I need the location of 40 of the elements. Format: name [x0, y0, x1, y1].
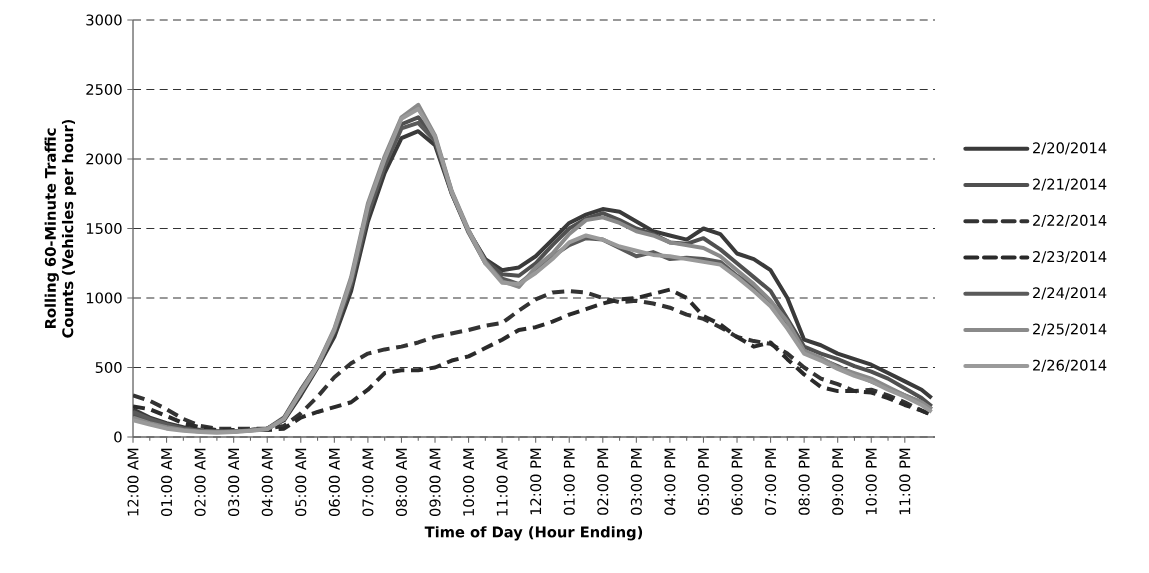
legend-label: 2/24/2014: [1033, 287, 1107, 300]
x-tick-label: 12:00 AM: [127, 448, 139, 516]
legend-label: 2/25/2014: [1033, 323, 1107, 336]
x-tick-label: 04:00 AM: [261, 448, 273, 517]
legend-label: 2/23/2014: [1033, 251, 1107, 264]
x-tick-label: 03:00 PM: [630, 448, 642, 515]
x-tick-label: 03:00 AM: [228, 448, 240, 517]
x-tick-label: 11:00 AM: [496, 448, 508, 516]
x-tick-label: 09:00 PM: [832, 448, 844, 515]
x-tick-label: 11:00 PM: [899, 448, 911, 515]
legend-label: 2/22/2014: [1033, 214, 1107, 228]
y-tick-label: 500: [95, 361, 122, 374]
legend-label: 2/20/2014: [1033, 142, 1107, 155]
y-tick-label: 0: [114, 431, 122, 443]
x-tick-label: 09:00 AM: [429, 448, 441, 517]
x-tick-label: 08:00 AM: [395, 448, 408, 517]
y-tick-label: 1500: [86, 222, 122, 235]
x-tick-label: 01:00 PM: [563, 448, 575, 515]
x-tick-label: 07:00 PM: [765, 448, 777, 515]
x-tick-label: 02:00 PM: [597, 448, 609, 515]
y-tick-label: 2000: [86, 153, 122, 165]
x-tick-label: 10:00 AM: [463, 448, 475, 516]
x-tick-label: 08:00 PM: [798, 448, 810, 515]
x-axis-title: Time of Day (Hour Ending): [424, 526, 643, 541]
y-tick-label: 1000: [86, 292, 122, 304]
x-tick-label: 06:00 AM: [328, 448, 340, 517]
legend-label: 2/21/2014: [1033, 178, 1107, 191]
x-tick-label: 01:00 AM: [161, 448, 173, 517]
x-tick-label: 05:00 PM: [697, 448, 710, 515]
x-tick-label: 02:00 AM: [194, 448, 206, 517]
legend-label: 2/26/2014: [1033, 359, 1107, 372]
x-tick-label: 04:00 PM: [664, 448, 676, 515]
x-tick-label: 05:00 AM: [295, 448, 307, 517]
y-tick-label: 3000: [86, 14, 122, 26]
x-tick-label: 10:00 PM: [865, 448, 877, 515]
y-tick-label: 2500: [86, 83, 122, 96]
y-axis-title: Rolling 60-Minute Traffic Counts (Vehicles per hour): [44, 119, 77, 338]
x-tick-label: 07:00 AM: [362, 448, 374, 517]
x-tick-label: 12:00 PM: [530, 448, 542, 515]
x-tick-label: 06:00 PM: [731, 448, 743, 515]
